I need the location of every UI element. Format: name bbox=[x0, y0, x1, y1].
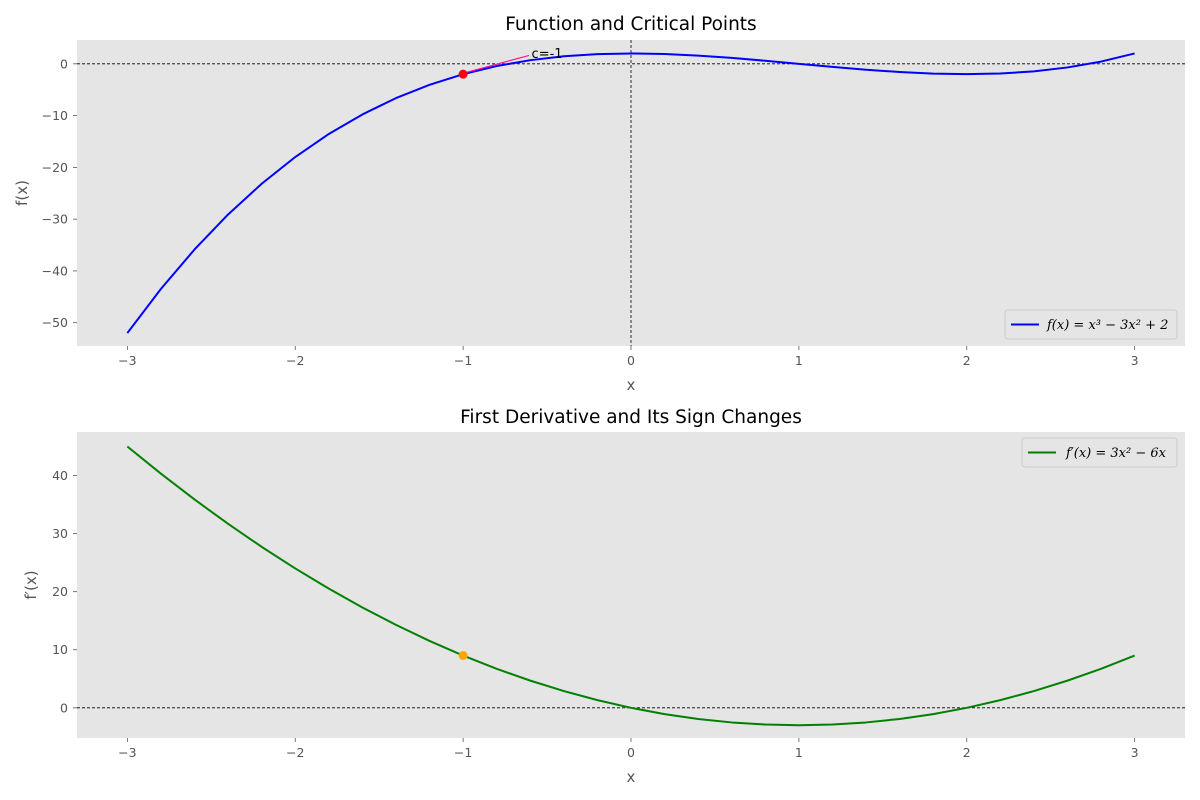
highlight-point bbox=[458, 69, 468, 79]
chart-title: Function and Critical Points bbox=[505, 14, 756, 35]
highlight-point bbox=[458, 651, 468, 661]
x-axis-label: x bbox=[627, 768, 636, 786]
y-tick-label: −40 bbox=[42, 263, 68, 278]
y-axis-label: f′(x) bbox=[22, 570, 40, 599]
y-tick-label: −30 bbox=[42, 212, 68, 227]
annotation-label: c=-1 bbox=[532, 47, 563, 62]
x-tick-label: 1 bbox=[795, 353, 803, 368]
y-tick-label: −20 bbox=[42, 160, 68, 175]
legend-label: f(x) = x³ − 3x² + 2 bbox=[1046, 318, 1168, 333]
x-tick-label: 2 bbox=[963, 353, 971, 368]
x-tick-label: −1 bbox=[454, 745, 472, 760]
x-tick-label: 1 bbox=[795, 745, 803, 760]
y-tick-label: 0 bbox=[60, 700, 68, 715]
x-tick-label: 3 bbox=[1131, 353, 1139, 368]
legend: f′(x) = 3x² − 6x bbox=[1021, 437, 1178, 468]
y-tick-label: 20 bbox=[52, 584, 68, 599]
function-chart: Function and Critical Points −3 −2 −1 0 1 2 3 … bbox=[13, 14, 1185, 394]
x-tick-label: −3 bbox=[118, 353, 136, 368]
legend-box bbox=[1021, 437, 1178, 468]
y-axis-label: f(x) bbox=[13, 180, 31, 206]
x-tick-label: −3 bbox=[118, 745, 136, 760]
plot-area bbox=[77, 432, 1185, 738]
series-line bbox=[126, 445, 1136, 727]
derivative-chart: First Derivative and Its Sign Changes −3… bbox=[22, 407, 1185, 786]
y-tick-label: 30 bbox=[52, 526, 68, 541]
y-tick-label: 40 bbox=[52, 468, 68, 483]
y-tick-label: −50 bbox=[42, 315, 68, 330]
chart-title: First Derivative and Its Sign Changes bbox=[460, 407, 802, 428]
x-tick-label: −2 bbox=[286, 745, 304, 760]
x-tick-label: 0 bbox=[627, 745, 635, 760]
y-tick-label: 0 bbox=[60, 56, 68, 71]
x-tick-label: 2 bbox=[963, 745, 971, 760]
legend: f(x) = x³ − 3x² + 2 bbox=[1004, 309, 1178, 340]
x-tick-label: 0 bbox=[627, 353, 635, 368]
y-tick-label: −10 bbox=[42, 108, 68, 123]
series-line bbox=[126, 52, 1135, 334]
x-axis-label: x bbox=[627, 376, 636, 394]
legend-box bbox=[1004, 309, 1178, 340]
x-tick-label: 3 bbox=[1131, 745, 1139, 760]
annotation-arrow bbox=[466, 54, 530, 73]
y-tick-label: 10 bbox=[52, 642, 68, 657]
legend-label: f′(x) = 3x² − 6x bbox=[1065, 446, 1167, 461]
x-tick-label: −1 bbox=[454, 353, 472, 368]
x-tick-label: −2 bbox=[286, 353, 304, 368]
